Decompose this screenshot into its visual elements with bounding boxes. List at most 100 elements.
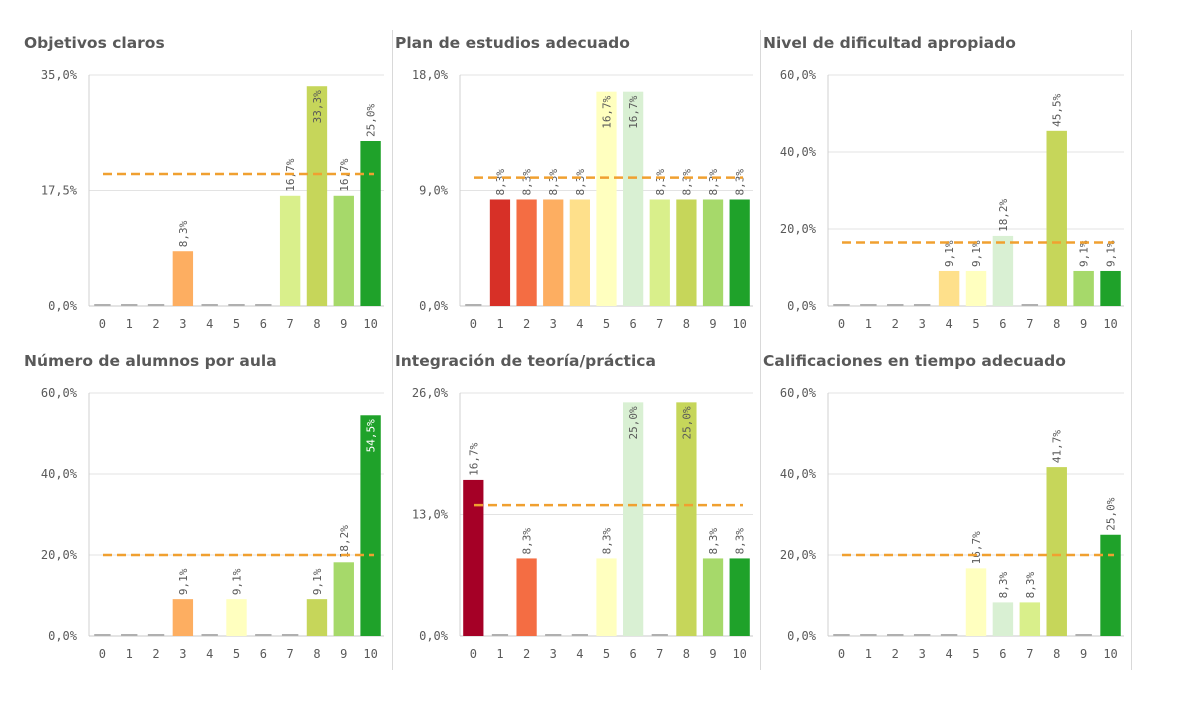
data-label: 8,3% [601, 528, 614, 555]
bar [333, 562, 354, 636]
data-label: 25,0% [1105, 497, 1118, 530]
x-tick-label: 9 [340, 647, 347, 661]
data-label: 54,5% [365, 419, 378, 452]
x-tick-label: 7 [656, 647, 663, 661]
data-label: 8,3% [574, 169, 587, 196]
data-label: 8,3% [680, 169, 693, 196]
y-tick-label: 0,0% [419, 629, 449, 643]
chart-svg: Objetivos claros 0,0% 17,5% 35,0% 0 1 2 3 8,3% 4… [24, 34, 384, 331]
x-tick-label: 10 [363, 317, 377, 331]
bar [965, 270, 987, 306]
bar [172, 251, 194, 306]
x-tick-label: 10 [732, 647, 746, 661]
bar [226, 599, 247, 636]
data-label: 16,7% [970, 531, 983, 564]
data-label: 9,1% [231, 568, 244, 595]
chart-svg: Plan de estudios adecuado 0,0% 9,0% 18,0% 0… [395, 34, 753, 331]
bar [333, 195, 354, 306]
y-tick-label: 13,0% [412, 508, 449, 522]
bar [463, 479, 484, 636]
bar [676, 199, 697, 306]
x-tick-label: 2 [152, 317, 159, 331]
y-tick-label: 60,0% [780, 386, 817, 400]
bar [360, 415, 381, 636]
bar [306, 599, 328, 636]
bar [516, 558, 537, 636]
x-tick-label: 6 [260, 647, 267, 661]
chart-title: Plan de estudios adecuado [395, 34, 630, 52]
x-tick-label: 0 [470, 317, 477, 331]
x-tick-label: 2 [152, 647, 159, 661]
y-tick-label: 26,0% [412, 386, 449, 400]
x-tick-label: 9 [709, 647, 716, 661]
y-tick-label: 0,0% [419, 299, 449, 313]
data-label: 45,5% [1051, 93, 1064, 126]
bar [702, 199, 724, 306]
chart-numero-de-alumnos: Número de alumnos por aula 0,0% 20,0% 40,0… [22, 348, 390, 670]
x-tick-label: 6 [630, 317, 637, 331]
bar [596, 558, 617, 636]
bar [360, 141, 381, 306]
x-tick-label: 8 [1053, 647, 1060, 661]
bar [992, 235, 1014, 306]
data-label: 8,3% [654, 169, 667, 196]
bar [569, 199, 590, 306]
x-tick-label: 8 [1053, 317, 1060, 331]
y-tick-label: 35,0% [41, 68, 78, 82]
x-tick-label: 7 [287, 647, 294, 661]
chart-plan-de-estudios: Plan de estudios adecuado 0,0% 9,0% 18,0% 0… [393, 30, 759, 340]
bar [623, 91, 644, 306]
x-tick-label: 7 [1026, 317, 1033, 331]
x-tick-label: 9 [1080, 317, 1087, 331]
bar [992, 602, 1014, 636]
data-label: 16,7% [467, 442, 480, 475]
data-label: 8,3% [521, 169, 534, 196]
x-tick-label: 1 [496, 317, 503, 331]
x-tick-label: 2 [523, 317, 530, 331]
data-label: 9,1% [177, 568, 190, 595]
chart-title: Objetivos claros [24, 34, 165, 52]
data-label: 8,3% [494, 169, 507, 196]
x-tick-label: 5 [233, 647, 240, 661]
bar [172, 599, 194, 636]
chart-svg: Integración de teoría/práctica 0,0% 13,0%… [395, 352, 753, 661]
data-label: 8,3% [734, 169, 747, 196]
chart-title: Nivel de dificultad apropiado [763, 34, 1016, 52]
bar [516, 199, 537, 306]
x-tick-label: 6 [630, 647, 637, 661]
x-tick-label: 10 [1103, 647, 1117, 661]
x-tick-label: 1 [865, 647, 872, 661]
bar [649, 199, 670, 306]
x-tick-label: 3 [550, 647, 557, 661]
x-tick-label: 1 [126, 317, 133, 331]
bar [1100, 534, 1121, 636]
bar [1046, 467, 1067, 636]
data-label: 8,3% [707, 528, 720, 555]
panel-separator [392, 30, 393, 670]
y-tick-label: 0,0% [787, 629, 817, 643]
bar [306, 86, 328, 306]
x-tick-label: 6 [260, 317, 267, 331]
y-tick-label: 9,0% [419, 184, 449, 198]
bar [1100, 270, 1121, 306]
data-label: 18,2% [997, 198, 1010, 231]
x-tick-label: 8 [683, 317, 690, 331]
chart-objetivos-claros: Objetivos claros 0,0% 17,5% 35,0% 0 1 2 3 8,3% 4… [22, 30, 390, 340]
y-tick-label: 40,0% [780, 467, 817, 481]
data-label: 25,0% [680, 406, 693, 439]
x-tick-label: 4 [576, 647, 583, 661]
chart-calificaciones-en-tiempo: Calificaciones en tiempo adecuado 0,0% 20… [761, 348, 1130, 670]
chart-title: Integración de teoría/práctica [395, 352, 656, 370]
x-tick-label: 2 [892, 647, 899, 661]
y-tick-label: 18,0% [412, 68, 449, 82]
data-label: 8,3% [997, 572, 1010, 599]
data-label: 9,1% [1078, 240, 1091, 267]
bar [1046, 130, 1067, 306]
data-label: 25,0% [627, 406, 640, 439]
chart-title: Número de alumnos por aula [24, 352, 277, 370]
data-label: 8,3% [521, 528, 534, 555]
y-tick-label: 17,5% [41, 184, 78, 198]
bar [729, 558, 750, 636]
bar [596, 91, 617, 306]
x-tick-label: 9 [1080, 647, 1087, 661]
